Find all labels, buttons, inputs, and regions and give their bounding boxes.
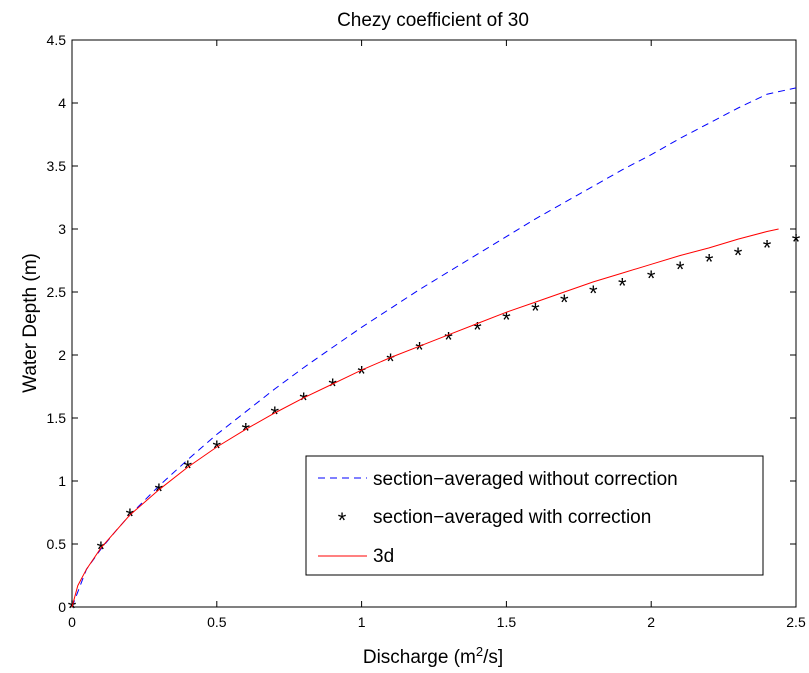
series-with-correction-point: * bbox=[184, 456, 193, 481]
y-tick-label: 2 bbox=[58, 347, 66, 363]
series-with-correction-point: * bbox=[213, 436, 222, 461]
series-with-correction-point: * bbox=[618, 273, 627, 298]
y-tick-label: 3 bbox=[58, 221, 66, 237]
series-layer: * * * * * * * * * * * * * * * * * * * * * * * * * * bbox=[68, 87, 801, 621]
y-tick-label: 1.5 bbox=[47, 410, 67, 426]
series-with-correction-point: * bbox=[473, 318, 482, 343]
x-tick-label: 0 bbox=[68, 614, 76, 630]
series-with-correction-point: * bbox=[386, 349, 395, 374]
series-with-correction-point: * bbox=[444, 328, 453, 353]
x-tick-label: 2.5 bbox=[786, 614, 806, 630]
x-axis-label-superscript: 2 bbox=[476, 644, 483, 659]
series-with-correction-point: * bbox=[502, 307, 511, 332]
series-with-correction-point: * bbox=[126, 504, 135, 529]
x-tick-label: 1.5 bbox=[497, 614, 517, 630]
y-axis-label: Water Depth (m) bbox=[20, 253, 41, 393]
series-with-correction-point: * bbox=[734, 243, 743, 268]
series-with-correction-point: * bbox=[241, 418, 250, 443]
x-axis-label: Discharge (m2/s] bbox=[363, 644, 503, 668]
series-with-correction-point: * bbox=[792, 229, 801, 254]
y-tick-label: 0 bbox=[58, 599, 66, 615]
series-with-correction-point: * bbox=[328, 374, 337, 399]
series-with-correction-point: * bbox=[560, 290, 569, 315]
chart-title: Chezy coefficient of 30 bbox=[337, 10, 529, 31]
x-tick-label: 1 bbox=[358, 614, 366, 630]
legend-label-with-correction: section−averaged with correction bbox=[373, 507, 651, 528]
y-tick-label: 3.5 bbox=[47, 158, 67, 174]
series-with-correction-point: * bbox=[357, 362, 366, 387]
x-tick-label: 0.5 bbox=[207, 614, 227, 630]
x-tick-label: 2 bbox=[647, 614, 655, 630]
legend-box bbox=[305, 455, 764, 576]
y-axis: 0 0.5 1 1.5 2 2.5 3 3.5 4 4.5 bbox=[47, 32, 796, 615]
series-with-correction-point: * bbox=[589, 281, 598, 306]
y-tick-label: 4 bbox=[58, 95, 66, 111]
series-with-correction-point: * bbox=[676, 257, 685, 282]
y-tick-label: 0.5 bbox=[47, 536, 67, 552]
x-axis-label-tail: /s] bbox=[483, 647, 503, 668]
series-3d-line bbox=[71, 228, 779, 608]
series-with-correction-point: * bbox=[299, 388, 308, 413]
series-with-correction-point: * bbox=[155, 479, 164, 504]
series-with-correction-point: * bbox=[97, 537, 106, 562]
x-axis: 0 0.5 1 1.5 2 2.5 bbox=[68, 40, 806, 630]
series-with-correction-point: * bbox=[531, 299, 540, 324]
series-with-correction-point: * bbox=[763, 236, 772, 261]
series-with-correction-point: * bbox=[270, 402, 279, 427]
legend-label-3d: 3d bbox=[373, 546, 394, 567]
series-with-correction-point: * bbox=[68, 596, 77, 621]
legend-swatch-with-correction: * bbox=[338, 508, 347, 533]
x-axis-label-main: Discharge (m bbox=[363, 647, 476, 668]
y-tick-label: 4.5 bbox=[47, 32, 67, 48]
series-with-correction-point: * bbox=[647, 266, 656, 291]
series-with-correction-point: * bbox=[415, 338, 424, 363]
y-tick-label: 1 bbox=[58, 473, 66, 489]
legend: section−averaged without correction * se… bbox=[305, 455, 764, 576]
legend-label-without-correction: section−averaged without correction bbox=[373, 469, 678, 490]
series-with-correction-point: * bbox=[705, 250, 714, 275]
series-without-correction-line bbox=[71, 87, 797, 608]
y-tick-label: 2.5 bbox=[47, 284, 67, 300]
